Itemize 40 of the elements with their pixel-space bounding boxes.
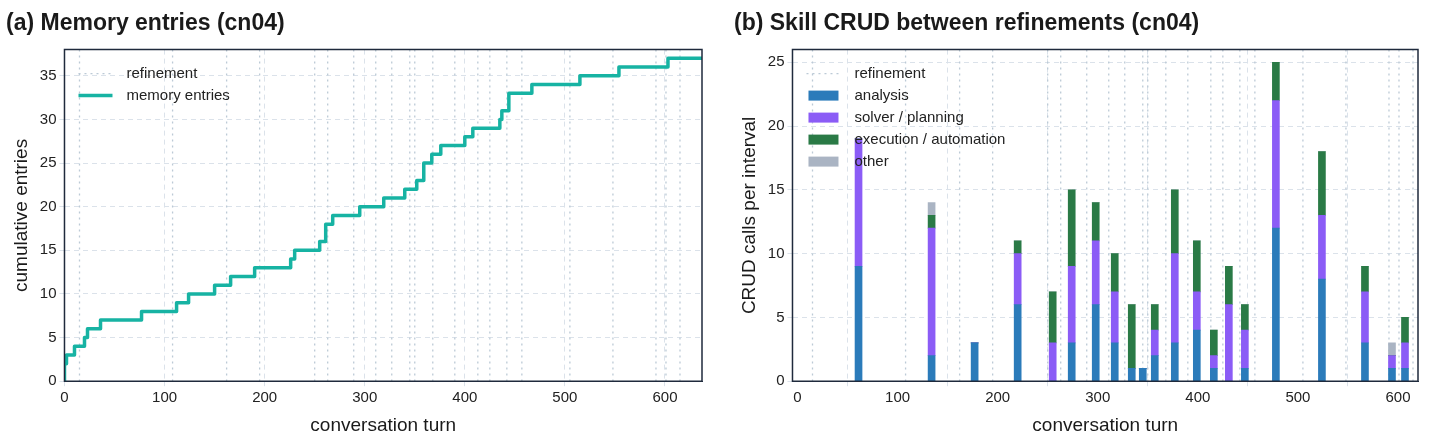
legend-label: execution / automation — [854, 129, 1006, 147]
y-tick-label: 30 — [39, 109, 57, 127]
x-tick-label: 100 — [885, 388, 911, 406]
x-axis-title: conversation turn — [1032, 413, 1179, 435]
x-tick-label: 600 — [1385, 388, 1411, 406]
x-tick-label: 0 — [793, 388, 802, 406]
ref-line-label: refinement — [854, 63, 927, 81]
x-tick-label: 600 — [652, 388, 678, 406]
y-tick-label: 35 — [39, 65, 57, 83]
y-tick-label: 0 — [48, 371, 57, 389]
y-tick-label: 20 — [39, 196, 57, 214]
x-tick-label: 300 — [1085, 388, 1111, 406]
x-tick-label: 400 — [452, 388, 478, 406]
x-tick-label: 400 — [1185, 388, 1211, 406]
y-tick-label: 25 — [39, 153, 57, 171]
x-tick-label: 500 — [552, 388, 578, 406]
y-tick-label: 10 — [39, 284, 57, 302]
y-tick-label: 0 — [776, 371, 785, 389]
y-tick-label: 10 — [767, 243, 785, 261]
y-axis-title: cumulative entries — [9, 138, 31, 292]
x-tick-label: 300 — [352, 388, 378, 406]
y-tick-label: 15 — [39, 240, 57, 258]
chart-title: (b) Skill CRUD between refinements (cn04) — [734, 9, 1200, 36]
y-tick-label: 5 — [776, 307, 785, 325]
x-tick-label: 200 — [985, 388, 1011, 406]
x-tick-label: 500 — [1285, 388, 1311, 406]
legend-label: memory entries — [126, 85, 230, 103]
y-tick-label: 5 — [48, 327, 57, 345]
chart-title: (a) Memory entries (cn04) — [6, 9, 285, 36]
legend-label: solver / planning — [854, 107, 964, 125]
x-tick-label: 200 — [252, 388, 278, 406]
x-axis-title: conversation turn — [310, 413, 457, 435]
x-tick-label: 100 — [152, 388, 178, 406]
y-tick-label: 15 — [767, 180, 785, 198]
y-tick-label: 25 — [767, 52, 785, 70]
y-axis-title: CRUD calls per interval — [737, 116, 759, 315]
x-tick-label: 0 — [60, 388, 69, 406]
legend-label: analysis — [854, 85, 909, 103]
y-tick-label: 20 — [767, 116, 785, 134]
ref-line-label: refinement — [126, 63, 199, 81]
